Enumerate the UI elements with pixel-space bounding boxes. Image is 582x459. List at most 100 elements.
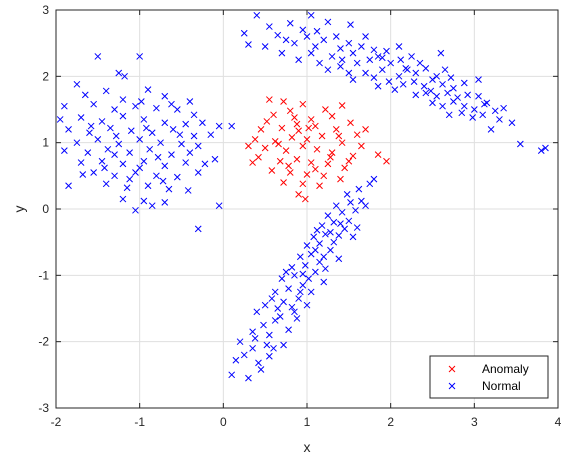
normal-point bbox=[374, 82, 382, 90]
anomaly-point bbox=[299, 100, 307, 108]
legend-item-normal: Normal bbox=[448, 379, 521, 393]
normal-point bbox=[370, 175, 378, 183]
normal-point bbox=[439, 80, 446, 88]
anomaly-point bbox=[275, 140, 282, 148]
normal-point bbox=[327, 228, 334, 236]
normal-point bbox=[115, 140, 123, 148]
normal-point bbox=[313, 226, 321, 234]
anomaly-point bbox=[324, 160, 332, 168]
normal-point bbox=[312, 268, 319, 276]
normal-point bbox=[215, 202, 223, 210]
normal-point bbox=[378, 66, 386, 74]
anomaly-point bbox=[332, 126, 340, 133]
normal-point bbox=[274, 31, 282, 39]
anomaly-point bbox=[299, 180, 307, 188]
normal-point bbox=[161, 162, 169, 170]
normal-point bbox=[327, 246, 334, 254]
normal-point bbox=[282, 36, 290, 44]
normal-point bbox=[307, 288, 315, 296]
normal-point bbox=[121, 72, 128, 80]
normal-point bbox=[447, 74, 455, 82]
anomaly-point bbox=[293, 155, 301, 163]
normal-point bbox=[293, 315, 301, 322]
normal-point bbox=[280, 298, 287, 306]
y-tick-label: 0 bbox=[42, 202, 49, 216]
anomaly-point bbox=[251, 135, 259, 143]
normal-point bbox=[79, 171, 87, 178]
normal-point bbox=[349, 76, 357, 84]
normal-point bbox=[395, 43, 403, 50]
normal-point bbox=[215, 122, 223, 130]
normal-point bbox=[126, 149, 133, 156]
normal-point bbox=[362, 202, 369, 210]
x-tick-label: 4 bbox=[555, 415, 562, 429]
x-tick-label: 0 bbox=[220, 415, 227, 429]
normal-point bbox=[330, 218, 338, 226]
normal-point bbox=[288, 303, 296, 311]
normal-point bbox=[240, 351, 248, 359]
normal-point bbox=[249, 344, 256, 352]
anomaly-point bbox=[301, 195, 309, 203]
normal-point bbox=[165, 185, 173, 193]
anomaly-point bbox=[327, 153, 334, 161]
normal-point bbox=[255, 359, 262, 367]
y-tick-label: 1 bbox=[42, 136, 49, 150]
anomaly-point bbox=[349, 152, 357, 160]
anomaly-point bbox=[345, 157, 353, 165]
normal-point bbox=[322, 230, 329, 238]
normal-point bbox=[345, 217, 353, 225]
normal-point bbox=[73, 80, 81, 88]
normal-point bbox=[303, 242, 311, 249]
normal-point bbox=[416, 59, 424, 67]
normal-point bbox=[228, 122, 236, 130]
normal-point bbox=[370, 74, 378, 82]
normal-point bbox=[285, 285, 292, 292]
normal-point bbox=[115, 69, 123, 77]
anomaly-point bbox=[335, 132, 343, 140]
normal-point bbox=[136, 53, 144, 60]
normal-point bbox=[347, 199, 354, 206]
normal-point bbox=[182, 120, 190, 128]
normal-point bbox=[157, 139, 164, 147]
normal-point bbox=[154, 153, 162, 161]
normal-point bbox=[257, 366, 265, 373]
normal-point bbox=[296, 253, 304, 261]
normal-point bbox=[190, 132, 198, 140]
normal-point bbox=[335, 232, 343, 239]
anomaly-point bbox=[312, 165, 319, 173]
normal-point bbox=[445, 111, 453, 119]
normal-point bbox=[391, 86, 399, 93]
normal-point bbox=[450, 84, 457, 92]
normal-point bbox=[412, 91, 420, 99]
normal-point bbox=[107, 124, 114, 132]
normal-point bbox=[253, 308, 261, 316]
normal-point bbox=[303, 301, 311, 309]
normal-point bbox=[402, 65, 410, 72]
anomaly-point bbox=[249, 159, 256, 166]
anomaly-point bbox=[318, 132, 326, 140]
x-tick-label: 1 bbox=[304, 415, 311, 429]
normal-point bbox=[265, 352, 273, 360]
normal-point bbox=[137, 98, 145, 105]
normal-point bbox=[186, 98, 194, 105]
normal-point bbox=[353, 224, 361, 231]
normal-point bbox=[307, 11, 315, 19]
normal-point bbox=[464, 91, 471, 99]
normal-point bbox=[335, 255, 343, 263]
normal-point bbox=[422, 65, 430, 72]
anomaly-point bbox=[337, 175, 344, 183]
anomaly-point bbox=[322, 106, 329, 113]
normal-point bbox=[123, 184, 131, 192]
normal-point bbox=[265, 331, 273, 339]
normal-point bbox=[395, 72, 403, 80]
normal-point bbox=[362, 33, 369, 40]
normal-point bbox=[496, 116, 503, 123]
normal-point bbox=[176, 131, 184, 139]
normal-point bbox=[87, 122, 95, 130]
anomaly-point bbox=[328, 112, 336, 120]
normal-point bbox=[98, 118, 106, 125]
normal-point bbox=[500, 104, 507, 112]
normal-point bbox=[98, 157, 106, 165]
normal-point bbox=[328, 53, 336, 60]
anomaly-point bbox=[293, 120, 301, 128]
